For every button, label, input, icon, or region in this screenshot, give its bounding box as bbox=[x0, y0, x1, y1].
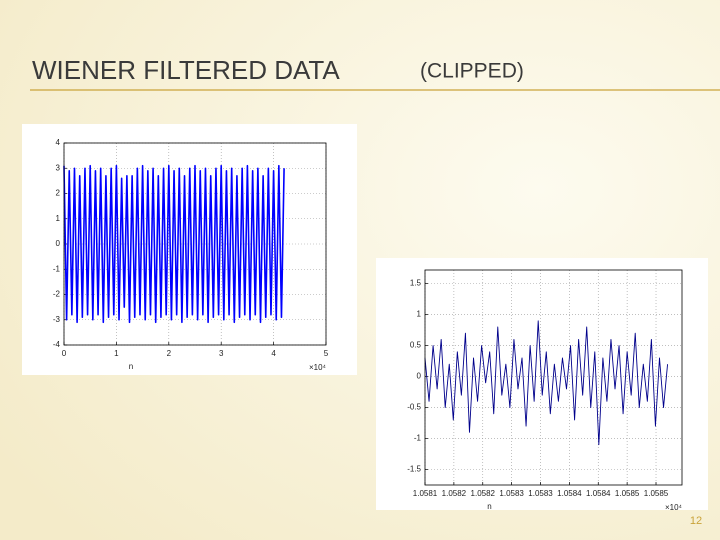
y-tick-label: 0 bbox=[56, 239, 61, 248]
slide-title: WIENER FILTERED DATA bbox=[32, 55, 340, 85]
x-multiplier: ×10⁴ bbox=[309, 363, 327, 372]
x-axis-label: n bbox=[129, 362, 133, 371]
x-tick-label: 1.0585 bbox=[644, 489, 669, 498]
x-tick-label: 1.0581 bbox=[413, 489, 438, 498]
x-tick-label: 3 bbox=[219, 349, 224, 358]
data-line bbox=[424, 320, 669, 446]
y-tick-label: -3 bbox=[53, 315, 61, 324]
y-tick-label: 1.5 bbox=[410, 279, 422, 288]
y-tick-label: 0 bbox=[417, 372, 422, 381]
x-tick-label: 5 bbox=[324, 349, 329, 358]
y-tick-label: -1.5 bbox=[407, 465, 421, 474]
x-tick-label: 1.0584 bbox=[586, 489, 611, 498]
slide-title-suffix: (CLIPPED) bbox=[420, 60, 524, 83]
plot-frame bbox=[424, 269, 683, 486]
y-tick-label: 3 bbox=[56, 163, 61, 172]
x-tick-label: 4 bbox=[271, 349, 276, 358]
y-tick-label: -1 bbox=[53, 264, 61, 273]
x-tick-label: 0 bbox=[62, 349, 67, 358]
page-number: 12 bbox=[690, 515, 702, 527]
y-tick-label: -1 bbox=[414, 434, 422, 443]
y-tick-label: -4 bbox=[53, 340, 61, 349]
x-axis-label: n bbox=[487, 502, 491, 511]
plot-frame bbox=[63, 142, 327, 346]
data-line bbox=[63, 164, 285, 324]
x-tick-label: 2 bbox=[167, 349, 172, 358]
y-tick-label: 0.5 bbox=[410, 341, 422, 350]
y-tick-label: 1 bbox=[56, 214, 61, 223]
x-tick-label: 1.0583 bbox=[499, 489, 524, 498]
x-tick-label: 1.0584 bbox=[557, 489, 582, 498]
y-tick-label: 4 bbox=[56, 138, 61, 147]
y-tick-label: 2 bbox=[56, 189, 61, 198]
x-multiplier: ×10⁴ bbox=[665, 503, 683, 512]
x-tick-label: 1.0582 bbox=[471, 489, 496, 498]
x-tick-label: 1 bbox=[114, 349, 119, 358]
x-tick-label: 1.0583 bbox=[528, 489, 553, 498]
x-tick-label: 1.0585 bbox=[615, 489, 640, 498]
y-tick-label: -2 bbox=[53, 290, 61, 299]
y-tick-label: -0.5 bbox=[407, 403, 421, 412]
y-tick-label: 1 bbox=[417, 310, 422, 319]
x-tick-label: 1.0582 bbox=[442, 489, 467, 498]
